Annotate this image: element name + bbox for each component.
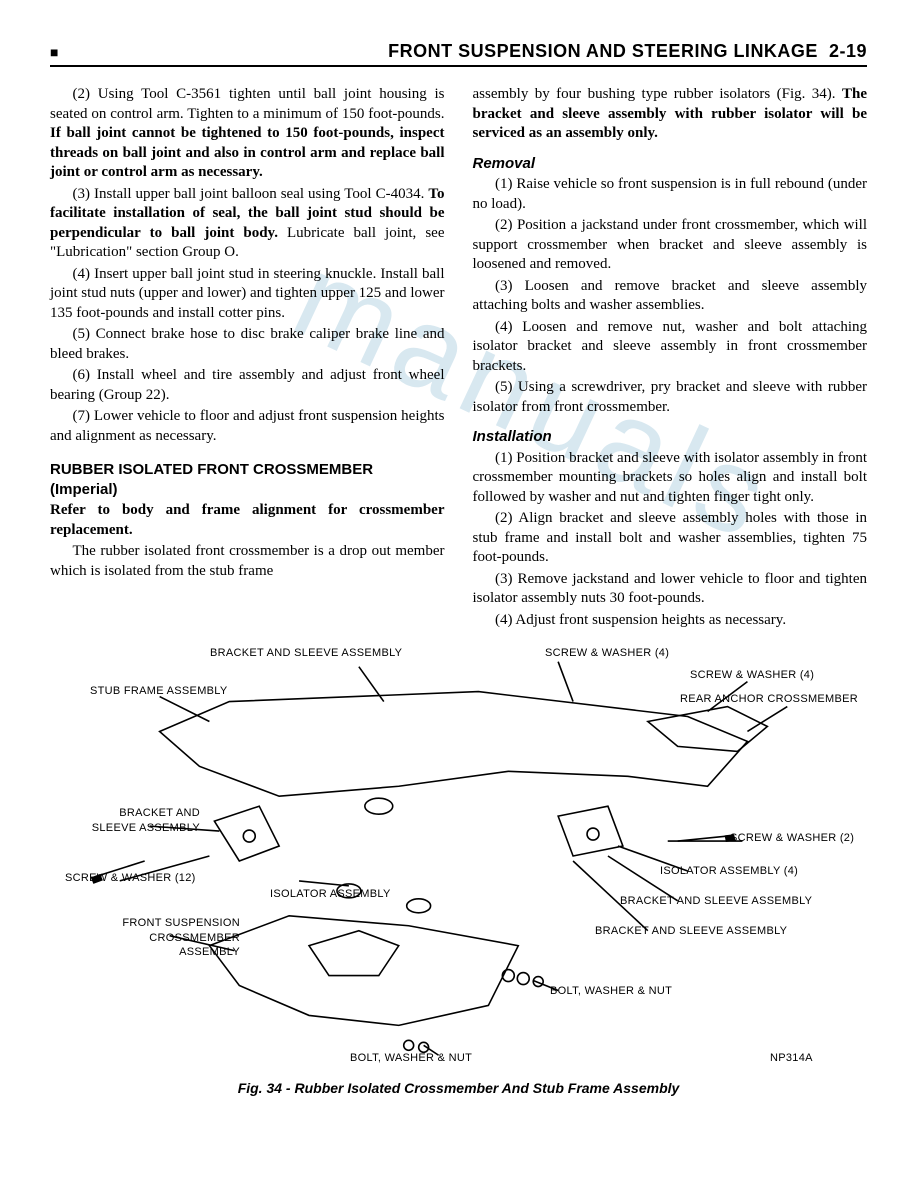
para-7: (7) Lower vehicle to floor and adjust fr… bbox=[50, 407, 445, 446]
header-page: 2-19 bbox=[829, 41, 867, 61]
label-bracket-r2: BRACKET AND SLEEVE ASSEMBLY bbox=[595, 924, 787, 938]
figure-caption: Fig. 34 - Rubber Isolated Crossmember An… bbox=[50, 1079, 867, 1097]
heading-removal: Removal bbox=[473, 154, 868, 174]
label-rear-anchor: REAR ANCHOR CROSSMEMBER bbox=[680, 692, 858, 706]
p2-bold: If ball joint cannot be tightened to 150… bbox=[50, 125, 445, 180]
label-screw4-r: SCREW & WASHER (4) bbox=[690, 668, 814, 682]
install-2: (2) Align bracket and sleeve assembly ho… bbox=[473, 509, 868, 568]
cont-text: assembly by four bushing type rubber iso… bbox=[473, 86, 842, 102]
label-bracket-r1: BRACKET AND SLEEVE ASSEMBLY bbox=[620, 894, 812, 908]
heading-installation: Installation bbox=[473, 427, 868, 447]
refer-note: Refer to body and frame alignment for cr… bbox=[50, 501, 445, 540]
label-bolt2: BOLT, WASHER & NUT bbox=[350, 1051, 472, 1065]
label-bracket-left: BRACKET AND SLEEVE ASSEMBLY bbox=[80, 806, 200, 835]
removal-2: (2) Position a jackstand under front cro… bbox=[473, 216, 868, 275]
label-stub-frame: STUB FRAME ASSEMBLY bbox=[90, 684, 228, 698]
header-title-text: FRONT SUSPENSION AND STEERING LINKAGE bbox=[388, 41, 818, 61]
label-front-susp: FRONT SUSPENSION CROSSMEMBER ASSEMBLY bbox=[90, 916, 240, 959]
p3-text: (3) Install upper ball joint balloon sea… bbox=[73, 186, 429, 202]
p2-text: (2) Using Tool C-3561 tighten until ball… bbox=[50, 86, 445, 122]
label-bracket-top: BRACKET AND SLEEVE ASSEMBLY bbox=[210, 646, 402, 660]
label-isolator-asm: ISOLATOR ASSEMBLY bbox=[270, 887, 391, 901]
figure-34: BRACKET AND SLEEVE ASSEMBLY STUB FRAME A… bbox=[50, 646, 867, 1106]
label-screw4-l: SCREW & WASHER (4) bbox=[545, 646, 669, 660]
right-column: assembly by four bushing type rubber iso… bbox=[473, 85, 868, 632]
para-3: (3) Install upper ball joint balloon sea… bbox=[50, 185, 445, 263]
removal-3: (3) Loosen and remove bracket and sleeve… bbox=[473, 277, 868, 316]
header-title: FRONT SUSPENSION AND STEERING LINKAGE 2-… bbox=[388, 40, 867, 63]
label-bolt1: BOLT, WASHER & NUT bbox=[550, 984, 672, 998]
page-header: ■ FRONT SUSPENSION AND STEERING LINKAGE … bbox=[50, 40, 867, 67]
label-isolator4: ISOLATOR ASSEMBLY (4) bbox=[660, 864, 798, 878]
install-1: (1) Position bracket and sleeve with iso… bbox=[473, 449, 868, 508]
diagram-svg bbox=[50, 646, 867, 1066]
label-screw2: SCREW & WASHER (2) bbox=[730, 831, 854, 845]
section-rubber-isolated: RUBBER ISOLATED FRONT CROSSMEMBER (Imper… bbox=[50, 460, 445, 499]
cont-para: assembly by four bushing type rubber iso… bbox=[473, 85, 868, 144]
para-5: (5) Connect brake hose to disc brake cal… bbox=[50, 325, 445, 364]
removal-5: (5) Using a screwdriver, pry bracket and… bbox=[473, 378, 868, 417]
removal-1: (1) Raise vehicle so front suspension is… bbox=[473, 175, 868, 214]
removal-4: (4) Loosen and remove nut, washer and bo… bbox=[473, 318, 868, 377]
install-4: (4) Adjust front suspension heights as n… bbox=[473, 611, 868, 631]
install-3: (3) Remove jackstand and lower vehicle t… bbox=[473, 570, 868, 609]
text-columns: (2) Using Tool C-3561 tighten until ball… bbox=[50, 85, 867, 632]
para-6: (6) Install wheel and tire assembly and … bbox=[50, 366, 445, 405]
figure-code: NP314A bbox=[770, 1051, 813, 1065]
left-column: (2) Using Tool C-3561 tighten until ball… bbox=[50, 85, 445, 632]
para-2: (2) Using Tool C-3561 tighten until ball… bbox=[50, 85, 445, 183]
label-screw12: SCREW & WASHER (12) bbox=[65, 871, 196, 885]
para-4: (4) Insert upper ball joint stud in stee… bbox=[50, 265, 445, 324]
rubber-desc: The rubber isolated front crossmember is… bbox=[50, 542, 445, 581]
header-bullet: ■ bbox=[50, 45, 58, 63]
